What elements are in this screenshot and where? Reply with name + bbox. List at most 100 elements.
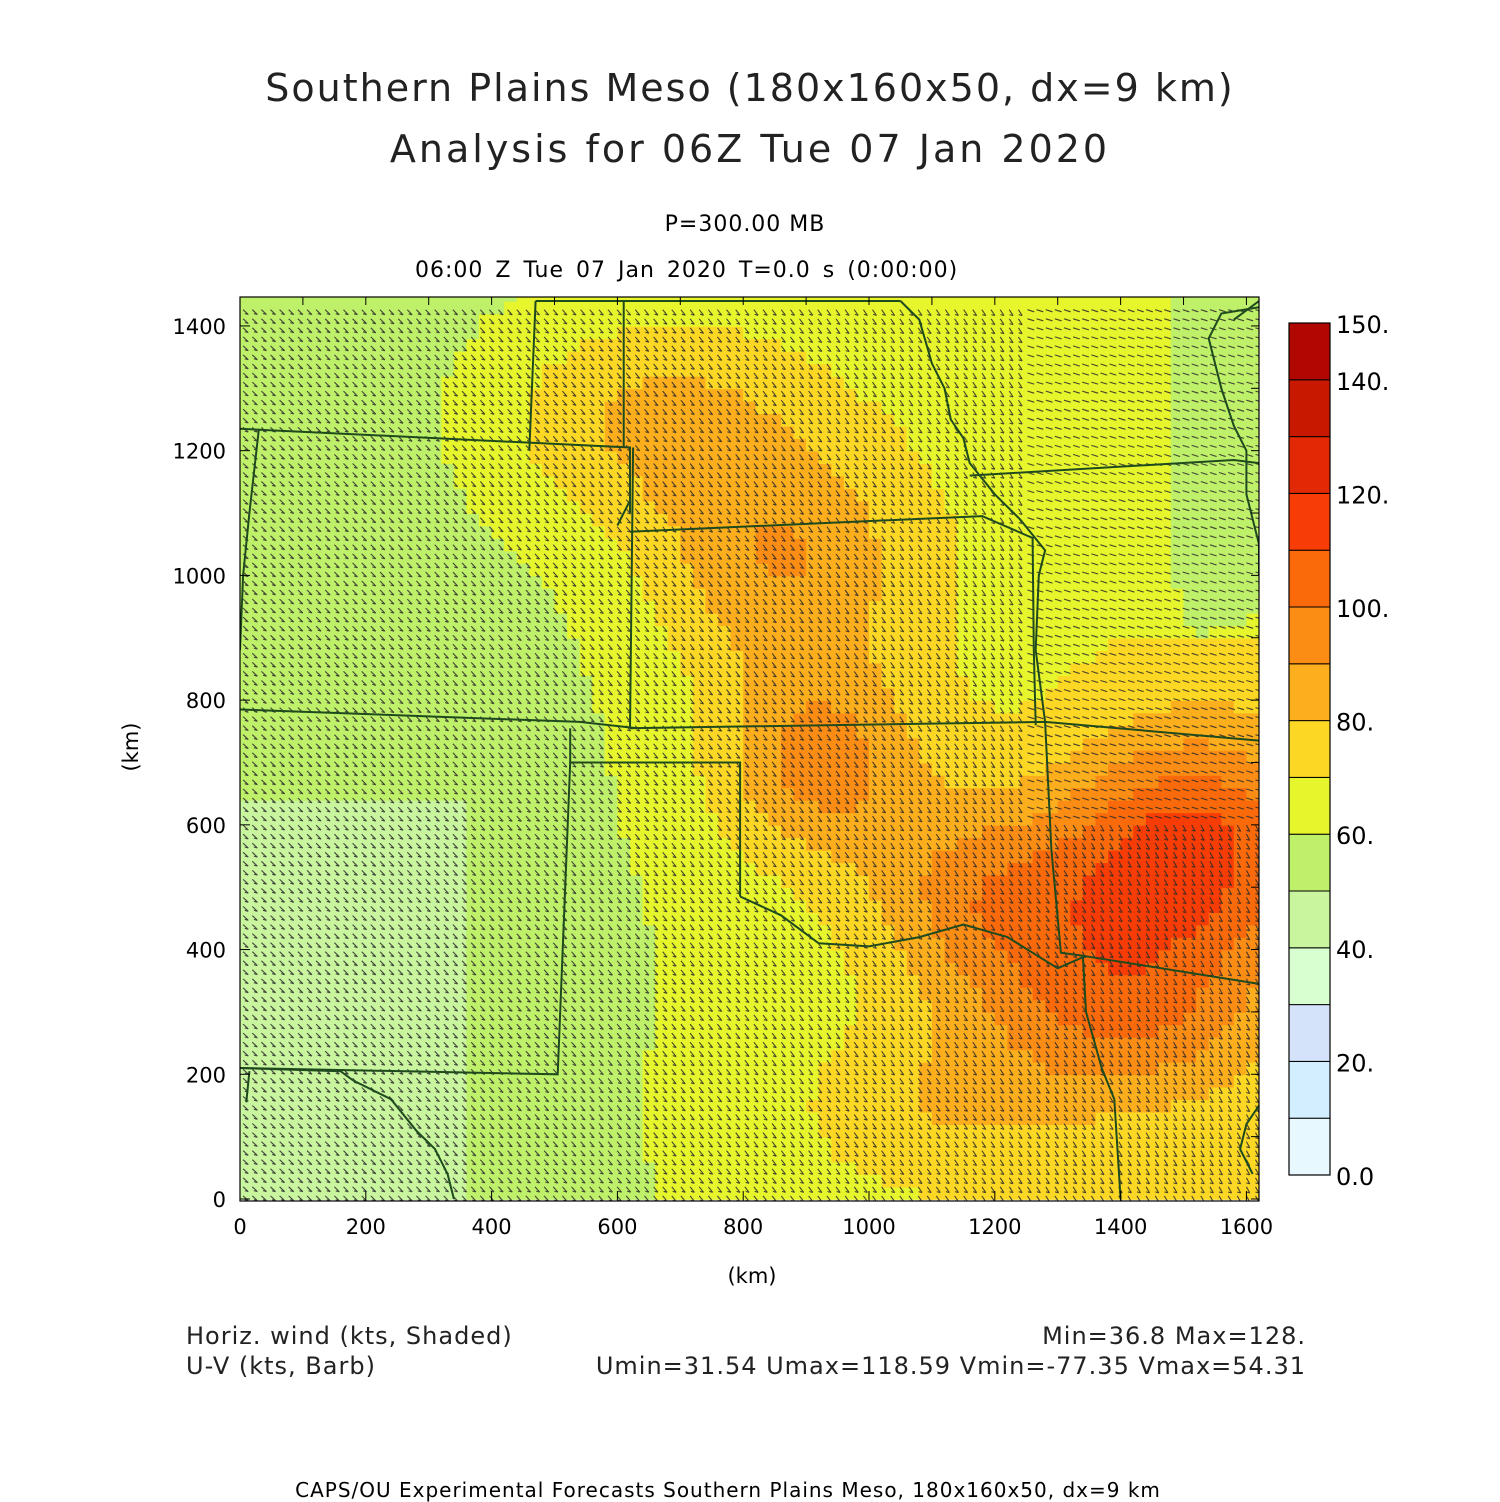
speed-cell — [906, 812, 921, 826]
speed-cell — [479, 488, 493, 502]
speed-cell — [705, 750, 719, 764]
speed-cell — [705, 388, 719, 402]
speed-cell — [504, 974, 518, 988]
speed-cell — [755, 600, 770, 614]
speed-cell — [856, 1024, 870, 1038]
speed-cell — [428, 400, 443, 415]
speed-cell — [567, 313, 581, 327]
speed-cell — [994, 700, 1009, 714]
speed-cell — [667, 924, 682, 938]
speed-cell — [982, 413, 996, 427]
speed-cell — [793, 700, 807, 714]
speed-cell — [869, 350, 883, 365]
speed-cell — [1070, 438, 1084, 452]
speed-cell — [969, 750, 984, 764]
speed-cell — [265, 949, 279, 963]
speed-cell — [630, 912, 644, 926]
speed-cell — [718, 974, 732, 988]
speed-cell — [365, 1099, 380, 1113]
speed-cell — [818, 413, 833, 427]
speed-cell — [479, 1011, 493, 1026]
speed-cell — [919, 463, 933, 477]
speed-cell — [806, 1036, 820, 1051]
speed-cell — [290, 999, 304, 1013]
speed-cell — [944, 862, 958, 876]
speed-cell — [869, 812, 883, 826]
speed-cell — [378, 924, 392, 938]
speed-cell — [806, 600, 820, 614]
speed-cell — [957, 824, 971, 839]
speed-cell — [806, 612, 820, 627]
speed-cell — [680, 1111, 694, 1125]
speed-cell — [1082, 912, 1097, 926]
speed-cell — [1020, 1011, 1034, 1026]
speed-cell — [755, 962, 770, 976]
speed-cell — [818, 1136, 833, 1150]
speed-cell — [441, 363, 455, 377]
speed-cell — [994, 438, 1009, 452]
speed-cell — [441, 762, 455, 776]
speed-cell — [302, 662, 317, 676]
speed-cell — [667, 625, 682, 639]
speed-cell — [1007, 974, 1021, 988]
speed-cell — [428, 849, 443, 864]
speed-cell — [931, 463, 946, 477]
speed-cell — [265, 350, 279, 365]
speed-cell — [290, 450, 304, 464]
speed-cell — [1070, 538, 1084, 552]
speed-cell — [1057, 475, 1072, 489]
speed-cell — [416, 1011, 430, 1026]
speed-cell — [906, 363, 921, 377]
speed-cell — [692, 750, 707, 764]
speed-cell — [768, 774, 782, 789]
speed-cell — [453, 525, 468, 539]
speed-cell — [604, 550, 619, 564]
speed-cell — [793, 899, 807, 913]
speed-cell — [365, 1074, 380, 1088]
speed-cell — [944, 550, 958, 564]
speed-cell — [906, 899, 921, 913]
speed-cell — [755, 912, 770, 926]
speed-cell — [453, 1086, 468, 1101]
speed-cell — [1082, 1174, 1097, 1188]
speed-cell — [428, 1024, 443, 1038]
speed-cell — [391, 350, 405, 365]
speed-cell — [1032, 750, 1046, 764]
speed-cell — [1070, 1049, 1084, 1063]
speed-cell — [957, 799, 971, 814]
speed-cell — [642, 650, 656, 664]
speed-cell — [630, 338, 644, 352]
speed-cell — [818, 824, 833, 839]
speed-cell — [328, 1061, 342, 1076]
speed-cell — [504, 1074, 518, 1088]
speed-cell — [403, 675, 417, 689]
speed-cell — [403, 787, 417, 801]
speed-cell — [1082, 500, 1097, 514]
speed-cell — [806, 1136, 820, 1150]
speed-cell — [592, 849, 606, 864]
speed-cell — [743, 388, 757, 402]
speed-cell — [1070, 301, 1084, 315]
speed-cell — [1082, 338, 1097, 352]
speed-cell — [315, 974, 329, 988]
speed-cell — [466, 450, 480, 464]
speed-cell — [818, 662, 833, 676]
speed-cell — [277, 338, 292, 352]
speed-cell — [768, 413, 782, 427]
speed-cell — [1032, 388, 1046, 402]
speed-cell — [1007, 1011, 1021, 1026]
speed-cell — [277, 1011, 292, 1026]
speed-cell — [894, 297, 908, 302]
speed-cell — [755, 650, 770, 664]
speed-cell — [567, 700, 581, 714]
speed-cell — [692, 450, 707, 464]
speed-cell — [277, 899, 292, 913]
speed-cell — [579, 350, 594, 365]
speed-cell — [680, 297, 694, 302]
speed-cell — [768, 301, 782, 315]
speed-cell — [252, 1099, 266, 1113]
speed-cell — [604, 987, 619, 1001]
speed-cell — [604, 1124, 619, 1138]
speed-cell — [768, 1136, 782, 1150]
speed-cell — [1032, 612, 1046, 627]
